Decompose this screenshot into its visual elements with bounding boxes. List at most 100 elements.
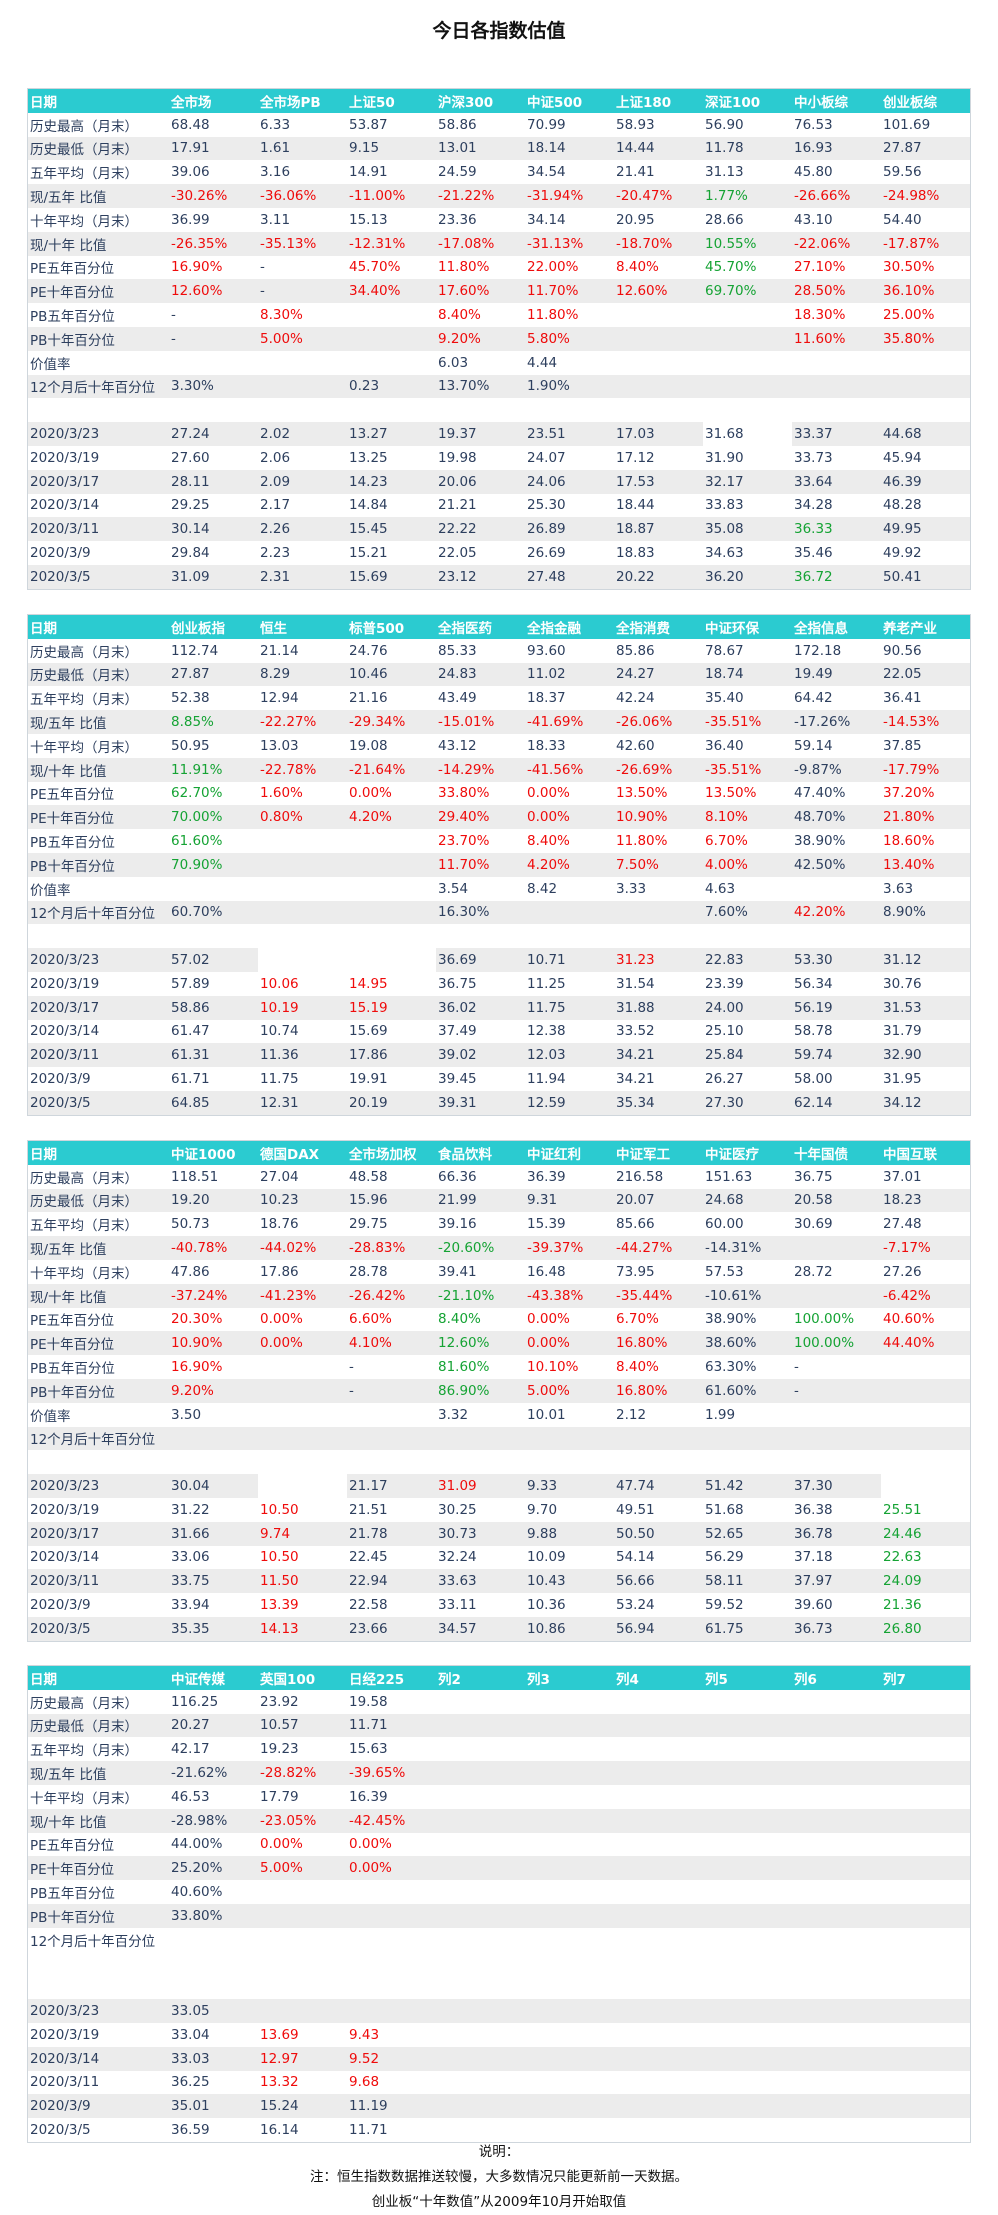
table-cell: 57.02	[169, 948, 258, 972]
table-cell	[792, 1975, 881, 2000]
table-cell: 3.32	[438, 1406, 469, 1423]
table-cell	[614, 1975, 703, 2000]
table-cell: 2.31	[258, 564, 347, 589]
table-cell	[881, 1808, 970, 1833]
table-cell: 15.96	[347, 1188, 436, 1213]
row-label: 2020/3/17	[28, 1521, 169, 1546]
table-cell: 21.78	[347, 1521, 436, 1546]
table-cell: 85.86	[616, 642, 655, 659]
table-cell	[525, 1951, 614, 1976]
table-row: 2020/3/23 30.04 21.17 31.09 9.33 47.74 51.42 37…	[28, 1474, 970, 1498]
table-row: 十年平均（月末） 46.53 17.79 16.39	[28, 1785, 970, 1809]
table-cell: 21.16	[349, 690, 388, 707]
table-cell: 18.74	[703, 662, 792, 687]
table-cell	[525, 2071, 614, 2095]
table-cell: 30.69	[794, 1216, 833, 1233]
table-cell	[614, 1903, 703, 1928]
table-cell: 9.88	[525, 1521, 614, 1546]
table-cell: -17.08%	[436, 231, 525, 256]
table-cell: 33.94	[171, 1597, 210, 1614]
table-cell: 11.70%	[436, 852, 525, 877]
spacer-row	[28, 1975, 970, 2000]
table-cell	[703, 1713, 792, 1738]
table-cell: -39.65%	[347, 1761, 436, 1785]
row-label: 2020/3/9	[30, 1597, 91, 1614]
table-cell: 62.14	[792, 1090, 881, 1115]
table-cell: 64.42	[794, 690, 833, 707]
table-cell: -21.62%	[169, 1761, 258, 1785]
table-cell: 6.60%	[349, 1311, 392, 1328]
table-cell	[614, 1951, 703, 1976]
row-label: 五年平均（月末）	[30, 1743, 138, 1760]
table-row: 12个月后十年百分位 60.70% 16.30% 7.60% 42.20% 8.90%	[28, 900, 970, 925]
table-cell: 61.71	[171, 1071, 210, 1088]
table-cell	[792, 1785, 881, 1809]
table-cell: 0.00%	[349, 785, 392, 802]
row-label: 2020/3/5	[30, 2122, 91, 2139]
table-cell: 62.70%	[171, 785, 223, 802]
row-label: 2020/3/23	[28, 948, 169, 972]
row-label: 历史最低（月末）	[28, 136, 169, 161]
table-cell: 14.95	[349, 975, 388, 992]
table-cell: 31.53	[881, 995, 970, 1020]
table-cell: 34.54	[527, 164, 566, 181]
table-cell: -26.69%	[614, 757, 703, 782]
table-cell: -	[792, 1378, 881, 1403]
table-cell: 34.63	[705, 545, 744, 562]
table-cell	[703, 1690, 792, 1714]
table-cell: 8.90%	[881, 900, 970, 925]
table-cell: 33.04	[171, 2026, 210, 2043]
table-cell: 6.70%	[705, 833, 748, 850]
column-header: 创业板指	[169, 615, 258, 639]
table-cell: 19.08	[349, 737, 388, 754]
table-cell: -35.51%	[703, 710, 792, 734]
table-cell: 10.50	[260, 1549, 299, 1566]
table-row: 价值率 6.03 4.44	[28, 351, 970, 375]
table-cell	[792, 398, 881, 423]
table-cell: 5.00%	[258, 326, 347, 351]
row-label: PB五年百分位	[30, 1886, 115, 1903]
table-cell	[347, 1880, 436, 1904]
spacer-row	[28, 398, 970, 423]
table-cell: 10.90%	[169, 1331, 258, 1356]
table-cell: 76.53	[794, 116, 833, 133]
table-cell: 10.71	[525, 948, 614, 972]
table-cell: 10.55%	[703, 231, 792, 256]
table-cell: 39.16	[438, 1216, 477, 1233]
column-header: 中证红利	[525, 1141, 614, 1165]
table-cell: 33.06	[171, 1549, 210, 1566]
table-cell: 4.10%	[347, 1331, 436, 1356]
table-cell: 34.40%	[347, 279, 436, 304]
table-cell: 10.46	[347, 662, 436, 687]
column-header: 中小板综	[792, 89, 881, 113]
table-cell: 57.89	[171, 975, 210, 992]
table-cell: 16.80%	[614, 1331, 703, 1356]
table-cell	[792, 2023, 881, 2047]
table-cell: 3.50	[171, 1406, 202, 1423]
table-cell	[347, 303, 436, 327]
table-cell	[347, 877, 436, 901]
column-header: 列6	[792, 1666, 881, 1690]
table-row: PE五年百分位 16.90% - 45.70% 11.80% 22.00% 8.40% 45.…	[28, 256, 970, 280]
table-row: PB五年百分位 61.60% 23.70% 8.40% 11.80% 6.70% 38.90…	[28, 829, 970, 853]
table-row: 2020/3/5 31.09 2.31 15.69 23.12 27.48 20.22 36.…	[28, 564, 970, 589]
table-cell: 11.60%	[792, 326, 881, 351]
table-cell: 56.19	[792, 995, 881, 1020]
valuation-table: 日期 全市场 全市场PB 上证50 沪深300 中证500 上证180 深证100 中小板综 创业…	[28, 89, 970, 589]
column-header: 创业板综	[881, 89, 970, 113]
table-cell	[881, 2023, 970, 2047]
table-cell: 47.86	[171, 1263, 210, 1280]
table-cell	[525, 1880, 614, 1904]
table-cell: -21.22%	[436, 184, 525, 208]
column-header: 中证传媒	[169, 1666, 258, 1690]
table-row: 2020/3/19 33.04 13.69 9.43	[28, 2023, 970, 2047]
table-cell: 18.87	[614, 517, 703, 542]
table-cell	[792, 1426, 881, 1451]
table-cell	[436, 1426, 525, 1451]
table-cell: 11.91%	[169, 757, 258, 782]
table-cell	[258, 1378, 347, 1403]
table-cell: 22.83	[703, 948, 792, 972]
table-cell: 52.65	[703, 1521, 792, 1546]
table-cell: 16.90%	[171, 259, 223, 276]
column-header: 恒生	[258, 615, 347, 639]
